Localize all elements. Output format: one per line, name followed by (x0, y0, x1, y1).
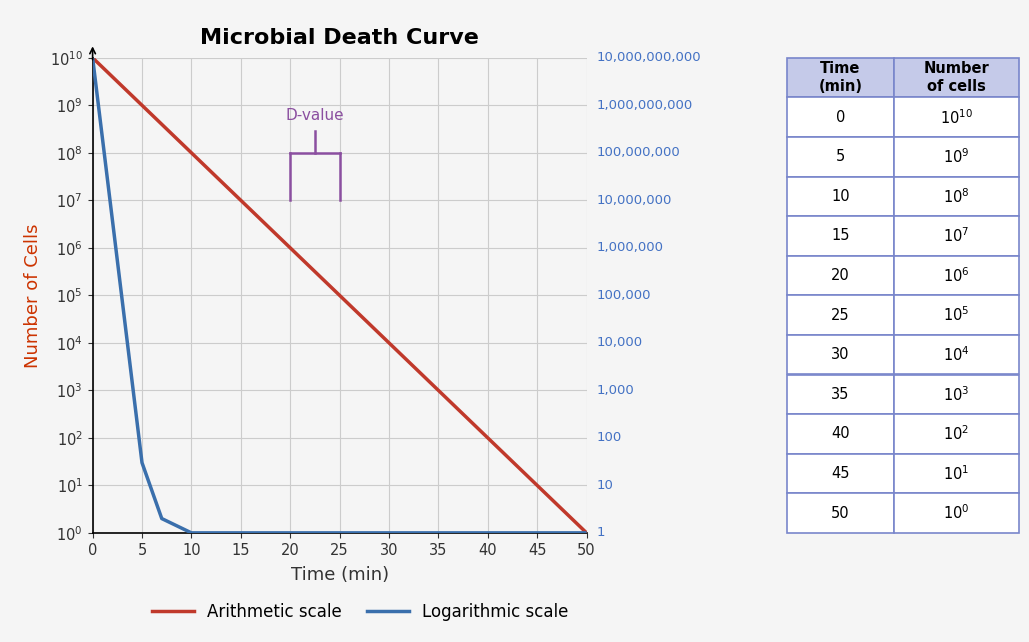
Bar (893, 295, 1019, 335)
Text: 35: 35 (831, 386, 850, 402)
Logarithmic scale (580, 529, 593, 537)
Text: Time
(min): Time (min) (818, 62, 862, 94)
Text: $10^{5}$: $10^{5}$ (943, 306, 969, 324)
Text: D-value: D-value (286, 108, 344, 123)
Bar (787, 98, 893, 137)
Text: 25: 25 (831, 308, 850, 323)
Bar (893, 454, 1019, 493)
Text: 45: 45 (831, 466, 850, 481)
Arithmetic scale (580, 529, 593, 537)
Text: $10^{9}$: $10^{9}$ (943, 148, 969, 166)
Arithmetic scale (86, 54, 99, 62)
Bar (893, 58, 1019, 98)
X-axis label: Time (min): Time (min) (290, 566, 389, 584)
Text: 30: 30 (831, 347, 850, 362)
Text: $10^{0}$: $10^{0}$ (943, 504, 969, 523)
Line: Logarithmic scale: Logarithmic scale (93, 58, 587, 533)
Text: Number
of cells: Number of cells (923, 62, 989, 94)
Legend: Arithmetic scale, Logarithmic scale: Arithmetic scale, Logarithmic scale (145, 596, 575, 627)
Text: 0: 0 (836, 110, 845, 125)
Title: Microbial Death Curve: Microbial Death Curve (200, 28, 480, 48)
Arithmetic scale (136, 101, 148, 109)
Bar (787, 216, 893, 256)
Text: 10,000: 10,000 (597, 336, 643, 349)
Text: 10,000,000: 10,000,000 (597, 194, 672, 207)
Bar (893, 98, 1019, 137)
Text: $10^{8}$: $10^{8}$ (943, 187, 969, 205)
Bar (787, 137, 893, 177)
Text: 20: 20 (831, 268, 850, 283)
Text: 1,000,000,000: 1,000,000,000 (597, 99, 693, 112)
Arithmetic scale (383, 339, 395, 347)
Logarithmic scale (136, 459, 148, 467)
Arithmetic scale (333, 291, 346, 299)
Text: 100,000,000: 100,000,000 (597, 146, 680, 159)
Bar (787, 374, 893, 414)
Logarithmic scale (155, 515, 168, 523)
Arithmetic scale (185, 149, 198, 157)
Bar (787, 295, 893, 335)
Bar (893, 256, 1019, 295)
Text: $10^{4}$: $10^{4}$ (943, 345, 969, 364)
Bar (787, 493, 893, 533)
Arithmetic scale (482, 434, 494, 442)
Text: 1,000: 1,000 (597, 384, 634, 397)
Bar (893, 374, 1019, 414)
Line: Arithmetic scale: Arithmetic scale (93, 58, 587, 533)
Text: 15: 15 (831, 229, 850, 243)
Arithmetic scale (284, 244, 296, 252)
Text: $10^{10}$: $10^{10}$ (939, 108, 972, 126)
Bar (787, 335, 893, 374)
Arithmetic scale (531, 482, 543, 489)
Bar (893, 335, 1019, 374)
Text: 50: 50 (831, 505, 850, 521)
Text: 40: 40 (831, 426, 850, 442)
Bar (787, 414, 893, 454)
Logarithmic scale (185, 529, 198, 537)
Bar (787, 256, 893, 295)
Bar (893, 137, 1019, 177)
Arithmetic scale (235, 196, 247, 204)
Bar (893, 414, 1019, 454)
Text: $10^{3}$: $10^{3}$ (943, 385, 969, 404)
Bar (787, 454, 893, 493)
Text: 100: 100 (597, 431, 622, 444)
Text: 10,000,000,000: 10,000,000,000 (597, 51, 701, 64)
Bar (787, 58, 893, 98)
Text: $10^{2}$: $10^{2}$ (944, 424, 969, 443)
Bar (893, 177, 1019, 216)
Text: 10: 10 (831, 189, 850, 204)
Text: $10^{6}$: $10^{6}$ (943, 266, 969, 285)
Text: 10: 10 (597, 479, 613, 492)
Bar (893, 493, 1019, 533)
Text: 1: 1 (597, 526, 605, 539)
Text: $10^{7}$: $10^{7}$ (943, 227, 969, 245)
Text: 1,000,000: 1,000,000 (597, 241, 664, 254)
Text: 100,000: 100,000 (597, 289, 651, 302)
Logarithmic scale (86, 54, 99, 62)
Bar (893, 216, 1019, 256)
Arithmetic scale (432, 386, 445, 394)
Text: 5: 5 (836, 149, 845, 164)
Y-axis label: Number of Cells: Number of Cells (24, 223, 41, 368)
Bar (787, 177, 893, 216)
Text: $10^{1}$: $10^{1}$ (943, 464, 969, 483)
